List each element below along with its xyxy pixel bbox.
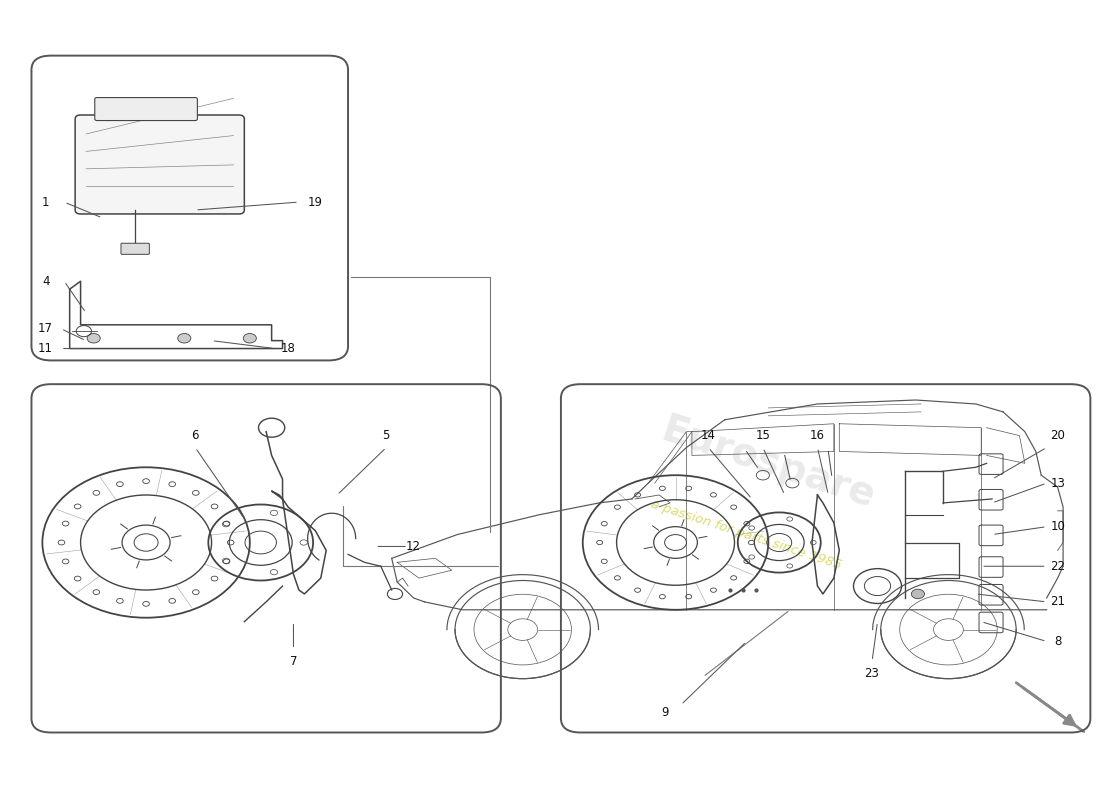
FancyBboxPatch shape (95, 98, 197, 121)
Text: 13: 13 (1050, 477, 1065, 490)
Circle shape (243, 334, 256, 343)
Text: 18: 18 (280, 342, 296, 355)
Text: a passion for parts since 1985: a passion for parts since 1985 (649, 498, 844, 572)
Text: 11: 11 (39, 342, 53, 355)
Text: 20: 20 (1050, 429, 1065, 442)
Text: 19: 19 (308, 195, 322, 209)
Text: 1: 1 (42, 195, 50, 209)
Circle shape (911, 590, 924, 598)
Text: 12: 12 (406, 540, 421, 553)
Text: 23: 23 (865, 666, 880, 680)
Text: 21: 21 (1050, 595, 1065, 608)
Text: Eurospare: Eurospare (657, 411, 880, 516)
Text: 10: 10 (1050, 520, 1065, 533)
Text: 9: 9 (661, 706, 669, 719)
Text: 5: 5 (383, 429, 389, 442)
Text: 17: 17 (39, 322, 53, 335)
Text: 8: 8 (1054, 635, 1062, 648)
Text: 14: 14 (701, 429, 716, 442)
FancyBboxPatch shape (121, 243, 150, 254)
Text: 22: 22 (1050, 560, 1065, 573)
Text: 16: 16 (810, 429, 825, 442)
Text: 7: 7 (289, 654, 297, 668)
Text: 15: 15 (756, 429, 770, 442)
Circle shape (87, 334, 100, 343)
Text: 4: 4 (42, 274, 50, 288)
FancyBboxPatch shape (75, 115, 244, 214)
Text: 6: 6 (191, 429, 199, 442)
Circle shape (178, 334, 190, 343)
